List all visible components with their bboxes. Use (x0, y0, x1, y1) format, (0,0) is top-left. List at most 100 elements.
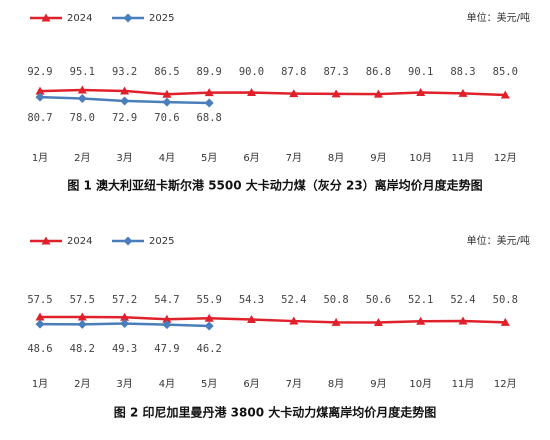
point-marker (120, 319, 130, 329)
value-label: 87.8 (281, 66, 306, 78)
point-marker (162, 314, 172, 323)
point-marker (35, 312, 45, 321)
point-marker (162, 89, 172, 98)
x-tick-label: 8月 (328, 152, 344, 164)
x-tick-label: 3月 (116, 378, 132, 390)
point-marker (77, 319, 87, 329)
legend-marker (41, 13, 51, 22)
value-label: 86.8 (366, 66, 391, 78)
value-label: 80.7 (27, 112, 52, 124)
x-tick-label: 5月 (201, 152, 217, 164)
point-marker (500, 317, 510, 326)
value-label: 78.0 (70, 112, 95, 124)
point-marker (35, 86, 45, 95)
value-label: 54.7 (154, 294, 179, 306)
legend-marker (123, 236, 133, 246)
point-marker (416, 316, 426, 325)
value-label: 47.9 (154, 343, 179, 355)
chart-title: 图 2 印尼加里曼丹港 3800 大卡动力煤离岸均价月度走势图 (114, 405, 436, 420)
legend-marker (41, 236, 51, 245)
value-label: 92.9 (27, 66, 52, 78)
x-tick-label: 6月 (243, 152, 259, 164)
x-tick-label: 6月 (243, 378, 259, 390)
x-tick-label: 2月 (74, 152, 90, 164)
legend-marker (123, 13, 133, 23)
x-tick-label: 8月 (328, 378, 344, 390)
value-label: 49.3 (112, 343, 137, 355)
x-tick-label: 10月 (409, 152, 432, 164)
point-marker (162, 97, 172, 107)
point-marker (331, 317, 341, 326)
x-tick-label: 4月 (159, 378, 175, 390)
value-label: 89.9 (197, 66, 222, 78)
x-tick-label: 2月 (74, 378, 90, 390)
value-label: 86.5 (154, 66, 179, 78)
value-label: 93.2 (112, 66, 137, 78)
x-tick-label: 11月 (452, 152, 475, 164)
value-label: 50.8 (493, 294, 518, 306)
value-label: 88.3 (450, 66, 475, 78)
unit-label: 单位：美元/吨 (467, 11, 530, 24)
point-marker (35, 92, 45, 102)
point-marker (289, 89, 299, 98)
value-label: 90.0 (239, 66, 264, 78)
value-label: 52.4 (450, 294, 475, 306)
value-label: 48.2 (70, 343, 95, 355)
x-tick-label: 9月 (370, 378, 386, 390)
value-label: 70.6 (154, 112, 179, 124)
value-label: 52.4 (281, 294, 306, 306)
point-marker (373, 317, 383, 326)
point-marker (77, 93, 87, 103)
point-marker (204, 98, 214, 108)
point-marker (373, 89, 383, 98)
point-marker (35, 319, 45, 329)
value-label: 57.5 (70, 294, 95, 306)
point-marker (247, 315, 256, 324)
legend-label: 2025 (149, 13, 174, 24)
x-tick-label: 9月 (370, 152, 386, 164)
point-marker (120, 86, 130, 95)
point-marker (77, 312, 87, 321)
x-tick-label: 3月 (116, 152, 132, 164)
series-line (39, 88, 506, 97)
x-tick-label: 1月 (32, 152, 48, 164)
value-label: 55.9 (197, 294, 222, 306)
value-label: 48.6 (27, 343, 52, 355)
value-label: 95.1 (70, 66, 95, 78)
x-tick-label: 11月 (452, 378, 475, 390)
chart-title: 图 1 澳大利亚纽卡斯尔港 5500 大卡动力煤（灰分 23）离岸均价月度走势图 (67, 178, 482, 193)
value-label: 57.2 (112, 294, 137, 306)
value-label: 50.8 (323, 294, 348, 306)
x-tick-label: 12月 (494, 378, 517, 390)
legend-label: 2024 (67, 236, 92, 247)
x-tick-label: 5月 (201, 378, 217, 390)
value-label: 46.2 (197, 343, 222, 355)
x-tick-label: 4月 (159, 152, 175, 164)
point-marker (120, 312, 130, 321)
point-marker (77, 85, 87, 94)
point-marker (500, 90, 510, 99)
value-label: 90.1 (408, 66, 433, 78)
point-marker (458, 316, 468, 325)
x-tick-label: 10月 (409, 378, 432, 390)
point-marker (204, 88, 214, 97)
point-marker (289, 316, 299, 325)
point-marker (458, 88, 468, 97)
value-label: 50.6 (366, 294, 391, 306)
point-marker (331, 89, 341, 98)
value-label: 52.1 (408, 294, 433, 306)
x-tick-label: 1月 (32, 378, 48, 390)
point-marker (162, 320, 172, 330)
value-label: 72.9 (112, 112, 137, 124)
value-label: 87.3 (323, 66, 348, 78)
value-label: 85.0 (493, 66, 518, 78)
legend-label: 2025 (149, 236, 174, 247)
unit-label: 单位：美元/吨 (467, 234, 530, 247)
point-marker (204, 321, 214, 331)
value-label: 54.3 (239, 294, 264, 306)
x-tick-label: 7月 (286, 378, 302, 390)
series-line (40, 315, 506, 324)
point-marker (247, 88, 256, 97)
point-marker (416, 87, 426, 96)
value-label: 57.5 (27, 294, 52, 306)
